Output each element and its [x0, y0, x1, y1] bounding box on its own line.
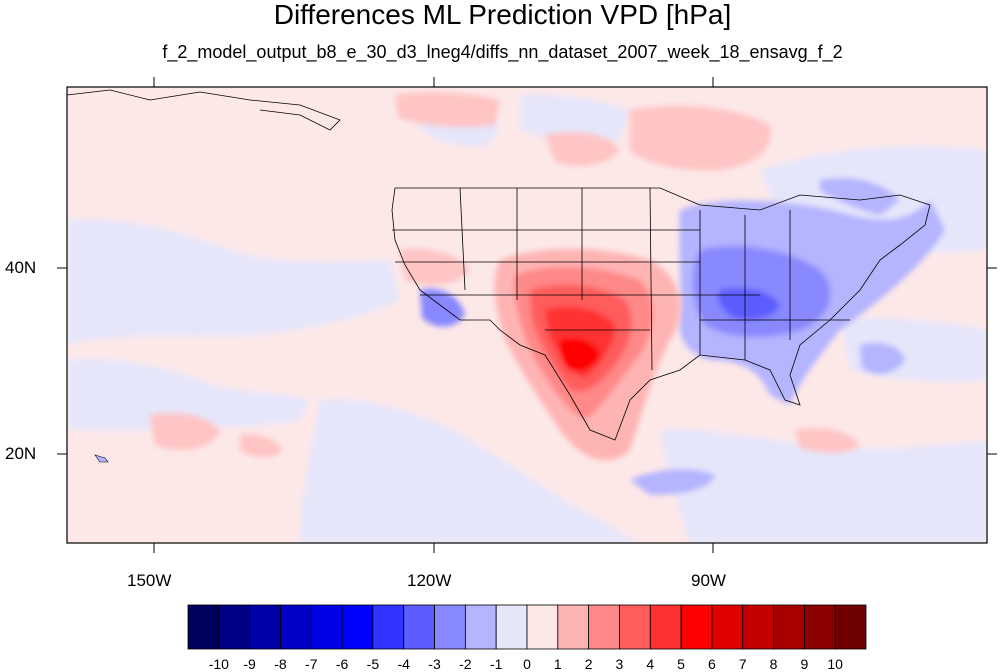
- colorbar-swatch: [588, 604, 620, 650]
- colorbar-swatch: [310, 604, 343, 650]
- colorbar-swatch: [434, 604, 466, 650]
- colorbar-tick-label: -8: [274, 656, 287, 672]
- x-tick-label-150w: 150W: [127, 571, 172, 590]
- colorbar-swatch: [834, 604, 867, 650]
- colorbar-swatch: [526, 604, 559, 650]
- colorbar-swatch: [249, 604, 281, 650]
- colorbar-tick-label: -3: [428, 656, 441, 672]
- colorbar-swatch: [280, 604, 312, 650]
- colorbar-tick-label: 8: [769, 656, 778, 672]
- negative-anomaly-eastern-us: [420, 178, 945, 495]
- map-subtitle: f_2_model_output_b8_e_30_d3_lneg4/diffs_…: [162, 42, 843, 62]
- colorbar-swatch: [803, 604, 836, 650]
- x-tick-label-120w: 120W: [407, 571, 452, 590]
- colorbar-tick-label: 9: [800, 656, 809, 672]
- colorbar-tick-label: 0: [523, 656, 531, 672]
- colorbar-tick-label: -6: [335, 656, 349, 672]
- map-title: Differences ML Prediction VPD [hPa]: [273, 0, 732, 30]
- colorbar-swatch: [711, 604, 744, 650]
- hawaii-island: [94, 454, 109, 463]
- colorbar-swatch: [680, 604, 713, 650]
- map-frame: [66, 86, 988, 544]
- colorbar-tick-label: -7: [305, 656, 318, 672]
- colorbar-tick-label: 3: [615, 656, 624, 672]
- x-tick-label-90w: 90W: [691, 571, 726, 590]
- colorbar-swatch: [341, 604, 374, 650]
- colorbar-swatch: [649, 604, 682, 650]
- colorbar-tick-label: -9: [243, 656, 256, 672]
- colorbar-swatch: [495, 604, 528, 650]
- colorbar-tick-label: 5: [677, 656, 685, 672]
- colorbar-swatch: [218, 604, 251, 650]
- colorbar-tick-label: -2: [459, 656, 472, 672]
- colorbar-swatch: [464, 604, 497, 650]
- colorbar-tick-label: 6: [708, 656, 716, 672]
- colorbar-swatch: [773, 604, 805, 650]
- colorbar-swatch: [187, 604, 220, 650]
- colorbar-swatch: [742, 604, 774, 650]
- colorbar-tick-label: 10: [827, 656, 843, 672]
- colorbar-tick-label: -4: [397, 656, 410, 672]
- colorbar-tick-label: -5: [366, 656, 380, 672]
- colorbar-tick-label: -1: [489, 656, 503, 672]
- colorbar-tick-label: -10: [208, 656, 229, 672]
- us-state-boundaries: [391, 187, 931, 441]
- colorbar-tick-label: 1: [553, 656, 562, 672]
- alaska-coastline: [67, 89, 341, 131]
- y-tick-label-40n: 40N: [5, 258, 37, 277]
- colorbar-swatch: [372, 604, 405, 650]
- colorbar-swatch: [619, 604, 651, 650]
- colorbar-swatch: [557, 604, 590, 650]
- map-field: [67, 87, 987, 543]
- colorbar-tick-label: 4: [646, 656, 655, 672]
- y-tick-label-20n: 20N: [5, 444, 37, 463]
- axis-ticks: [57, 77, 997, 553]
- positive-anomaly-texas: [494, 248, 681, 461]
- colorbar-swatch: [403, 604, 435, 650]
- colorbar-tick-label: 7: [738, 656, 747, 672]
- colorbar-tick-label: 2: [584, 656, 593, 672]
- weak-positive-regions: [150, 92, 860, 458]
